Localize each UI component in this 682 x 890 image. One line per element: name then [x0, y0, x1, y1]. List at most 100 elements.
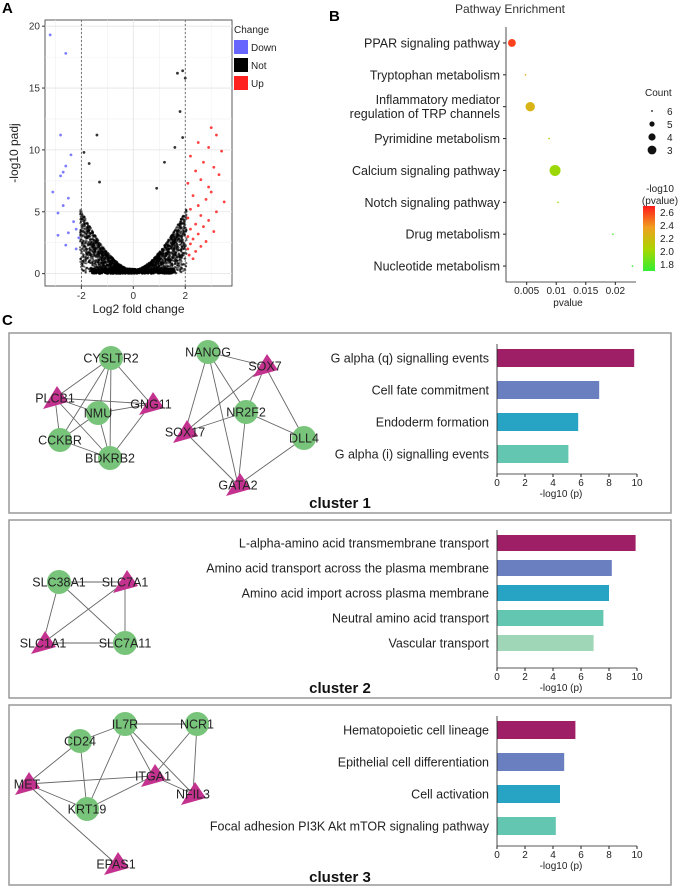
bar-x-tick-label: 0: [494, 672, 500, 683]
bar-l-alpha-amino-acid-transmembrane-transport: [497, 535, 636, 551]
cluster-title: cluster 2: [309, 680, 371, 697]
volcano-point-up: [189, 227, 192, 231]
volcano-point-not: [176, 71, 179, 75]
volcano-x-tick-label: 2: [182, 291, 188, 302]
network-edge: [184, 351, 209, 433]
volcano-point-not: [161, 268, 165, 272]
volcano-point-not: [180, 238, 183, 241]
volcano-point-not: [175, 268, 178, 271]
volcano-point-not: [180, 257, 183, 260]
volcano-point-not: [96, 253, 99, 256]
network-node-nr2f2: [234, 400, 258, 424]
volcano-point-not: [136, 268, 139, 271]
bar-label-epithelial-cell-differentiation: Epithelial cell differentiation: [338, 756, 489, 770]
volcano-point-not: [109, 255, 112, 258]
volcano-point-up: [191, 257, 195, 261]
volcano-point-not: [97, 246, 100, 249]
volcano-point-not: [170, 267, 173, 271]
bar-x-tick-label: 6: [578, 850, 584, 861]
volcano-legend-swatch-not: [234, 58, 248, 72]
volcano-point-not: [164, 255, 167, 258]
volcano-point-not: [137, 270, 141, 273]
volcano-point-not: [88, 240, 91, 243]
enrichment-colorbar-tick-label: 1.8: [660, 260, 674, 271]
volcano-point-not: [157, 258, 160, 261]
network-edge: [124, 723, 194, 795]
bar-endoderm-formation: [497, 413, 579, 431]
volcano-point-not: [107, 252, 110, 255]
bar-x-tick-label: 0: [494, 850, 500, 861]
volcano-point-not: [175, 259, 179, 262]
volcano-point-not: [99, 242, 102, 246]
volcano-point-not: [98, 256, 101, 259]
bar-x-tick-label: 4: [550, 672, 556, 683]
cluster2-frame: [8, 519, 672, 699]
volcano-point-not: [172, 269, 175, 272]
volcano-legend-swatch-up: [234, 76, 248, 90]
network-node-slc7a1: [113, 570, 138, 593]
volcano-point-not: [179, 222, 182, 226]
volcano-point-not: [97, 250, 100, 253]
volcano-point-not: [113, 265, 117, 268]
volcano-point-not: [151, 261, 154, 264]
volcano-point-down: [64, 243, 68, 247]
volcano-point-not: [88, 225, 91, 228]
volcano-point-not: [162, 265, 165, 268]
volcano-point-not: [83, 265, 86, 268]
network-node-ncr1: [185, 712, 209, 736]
volcano-point-not: [173, 146, 177, 149]
bar-amino-acid-transport-across-the-plasma-membrane: [497, 560, 612, 576]
volcano-point-up: [199, 245, 203, 248]
network-edge: [264, 365, 305, 439]
volcano-point-not: [97, 271, 101, 274]
volcano-point-up: [212, 165, 216, 169]
volcano-point-not: [169, 260, 172, 263]
volcano-point-up: [212, 230, 216, 233]
volcano-point-not: [181, 231, 184, 234]
volcano-point-not: [89, 246, 92, 249]
volcano-point-not: [80, 238, 83, 241]
volcano-point-not: [178, 243, 181, 246]
bar-label-hematopoietic-cell-lineage: Hematopoietic cell lineage: [343, 724, 489, 738]
volcano-point-not: [157, 272, 160, 275]
network-edge: [237, 411, 247, 486]
enrichment-size-legend-label: 4: [667, 133, 673, 144]
enrichment-pathway-label: regulation of TRP channels: [350, 107, 500, 121]
network-edge: [86, 723, 126, 810]
network-edge: [109, 357, 112, 459]
bar-x-tick-label: 2: [522, 478, 528, 489]
volcano-point-not: [112, 262, 116, 265]
volcano-point-not: [179, 248, 182, 251]
volcano-point-up: [189, 154, 192, 158]
enrichment-colorbar-tick-label: 2.4: [660, 221, 674, 232]
volcano-point-not: [115, 262, 118, 265]
volcano-point-up: [186, 247, 190, 251]
enrichment-point: [548, 137, 550, 140]
volcano-point-not: [181, 136, 185, 139]
panel-label-a: A: [2, 0, 13, 17]
bar-label-cell-activation: Cell activation: [411, 788, 489, 802]
cluster-title: cluster 3: [309, 869, 371, 886]
volcano-point-not: [160, 249, 164, 252]
volcano-point-not: [84, 270, 87, 273]
volcano-point-not: [172, 235, 175, 238]
volcano-y-tick-label: 0: [34, 269, 40, 280]
network-node-sox7: [253, 354, 278, 377]
network-node-il7r: [113, 712, 137, 736]
network-node-slc7a11: [113, 631, 137, 655]
cluster2-bar-chart: L-alpha-amino acid transmembrane transpo…: [206, 530, 643, 697]
volcano-point-up: [187, 253, 191, 257]
bar-cell-activation: [497, 785, 560, 803]
volcano-point-not: [166, 242, 169, 245]
enrichment-x-tick-label: 0.01: [546, 286, 566, 297]
volcano-point-not: [85, 262, 88, 265]
volcano-point-not: [169, 251, 172, 254]
network-node-label: EPAS1: [96, 858, 135, 872]
volcano-point-down: [72, 220, 75, 224]
volcano-x-tick-label: 0: [131, 291, 137, 302]
bar-label-amino-acid-transport-across-the-plasma-membrane: Amino acid transport across the plasma m…: [206, 562, 489, 576]
network-node-nfil3: [181, 782, 206, 805]
network-node-label: NMU: [84, 407, 112, 421]
volcano-point-not: [88, 229, 91, 232]
volcano-point-not: [89, 258, 92, 261]
